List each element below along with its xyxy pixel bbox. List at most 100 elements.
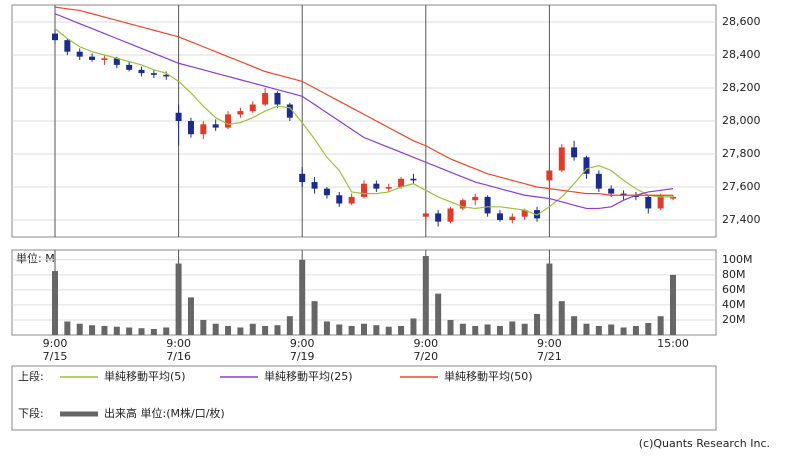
y-tick-label: 100M <box>722 253 753 266</box>
candle-body <box>410 178 417 181</box>
candle-body <box>237 111 244 115</box>
x-tick-label: 9:00 7/15 <box>43 337 68 363</box>
volume-bar <box>225 325 232 335</box>
candle-body <box>484 196 491 214</box>
volume-bar <box>89 325 96 335</box>
candle-body <box>435 213 442 222</box>
candle-body <box>76 51 83 57</box>
ma-line <box>54 6 673 196</box>
candle-body <box>398 178 405 188</box>
volume-bar <box>187 297 194 335</box>
volume-bar <box>262 325 269 335</box>
candle-body <box>175 112 182 121</box>
legend-title: 下段: <box>18 406 44 420</box>
volume-bar <box>546 263 553 335</box>
volume-bar <box>200 319 207 335</box>
candle-body <box>336 195 343 204</box>
volume-bar <box>534 313 541 335</box>
candle-body <box>348 196 355 204</box>
y-tick-label: 27,800 <box>722 147 761 160</box>
volume-bar <box>583 323 590 335</box>
x-tick-label: 15:00 <box>657 337 689 350</box>
candle-body <box>670 196 676 199</box>
candle-body <box>200 124 207 135</box>
candle-body <box>385 187 392 189</box>
candle-body <box>89 56 96 60</box>
candle-body <box>311 182 318 189</box>
candle-body <box>422 213 429 217</box>
ma-line <box>54 28 673 216</box>
y-tick-label: 28,200 <box>722 81 761 94</box>
candle-body <box>521 210 528 217</box>
volume-bar <box>299 259 306 335</box>
volume-bar <box>484 324 491 335</box>
volume-bar <box>398 325 405 335</box>
volume-bar <box>101 325 108 335</box>
candle-body <box>262 92 269 105</box>
volume-bar <box>212 323 219 335</box>
legend-box <box>11 365 717 431</box>
volume-bar <box>237 327 244 335</box>
y-tick-label: 28,000 <box>722 114 761 127</box>
candle-body <box>113 58 120 65</box>
volume-bar <box>385 326 392 335</box>
candle-body <box>459 200 466 209</box>
volume-bar <box>274 325 281 335</box>
volume-bar <box>608 324 615 335</box>
volume-bar <box>410 318 417 335</box>
footer: (c)Quants Research Inc. <box>639 437 770 450</box>
volume-bar <box>571 316 578 335</box>
volume-bar <box>286 316 293 335</box>
candle-body <box>323 188 330 196</box>
candle-body <box>509 216 516 221</box>
volume-bar <box>76 323 83 335</box>
volume-bar <box>126 327 133 335</box>
volume-bar <box>447 319 454 335</box>
volume-bar <box>620 327 627 335</box>
volume-bar <box>52 271 58 335</box>
candle-body <box>373 183 380 189</box>
volume-bar <box>64 321 71 335</box>
candle-body <box>249 104 256 112</box>
candle-body <box>212 124 219 128</box>
volume-bar <box>472 325 479 335</box>
volume-bar <box>249 323 256 335</box>
y-tick-label: 28,600 <box>722 15 761 28</box>
candle-body <box>620 193 627 196</box>
volume-bar <box>373 325 380 335</box>
candle-body <box>299 173 306 183</box>
x-tick-label: 9:00 7/16 <box>166 337 191 363</box>
y-tick-label: 27,400 <box>722 213 761 226</box>
candle-body <box>187 121 194 135</box>
candle-body <box>286 104 293 118</box>
volume-bar <box>361 323 367 335</box>
volume-bar <box>521 323 528 335</box>
x-tick-label: 9:00 7/19 <box>290 337 315 363</box>
legend-label: 単純移動平均(5) <box>104 369 186 383</box>
candle-body <box>645 196 652 209</box>
candle-body <box>534 210 541 219</box>
volume-bar <box>163 327 170 335</box>
legend-label: 単純移動平均(50) <box>444 369 533 383</box>
candle-body <box>472 196 479 201</box>
y-tick-label: 80M <box>722 268 746 281</box>
candle-body <box>52 33 58 41</box>
legend-title: 上段: <box>18 369 44 383</box>
volume-bar <box>348 325 355 335</box>
y-tick-label: 27,600 <box>722 180 761 193</box>
volume-bar <box>509 321 516 335</box>
volume-bar <box>670 274 676 335</box>
candle-body <box>163 74 170 77</box>
unit-label: 単位: M <box>16 251 55 265</box>
x-tick-label: 9:00 7/20 <box>413 337 438 363</box>
volume-bar <box>496 325 503 335</box>
volume-bar <box>645 322 652 335</box>
candle-body <box>546 170 553 181</box>
candle-body <box>101 58 108 60</box>
volume-bar <box>311 301 318 335</box>
y-tick-label: 40M <box>722 298 746 311</box>
candle-body <box>150 73 157 75</box>
volume-bar <box>138 328 145 335</box>
volume-bar <box>459 323 466 335</box>
